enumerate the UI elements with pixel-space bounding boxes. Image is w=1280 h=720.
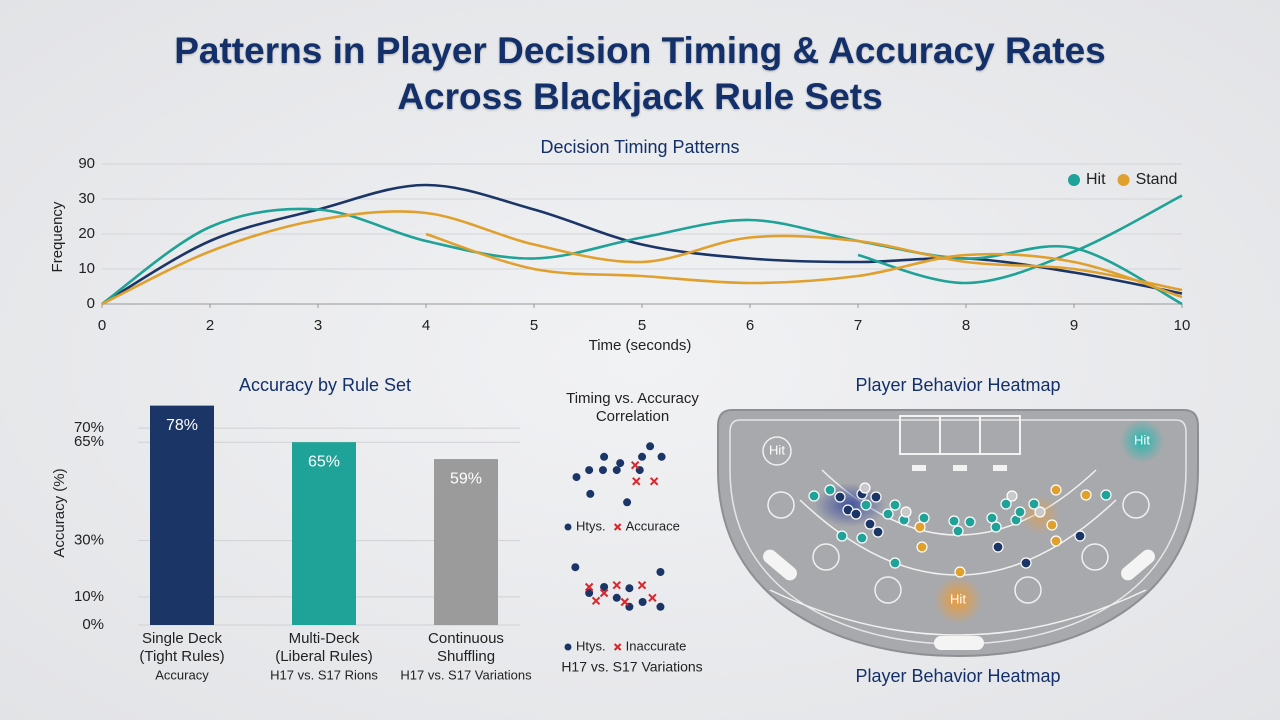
legend-marker: [564, 523, 572, 531]
bar: [434, 459, 498, 625]
heatmap-title: Player Behavior Heatmap: [855, 375, 1060, 395]
y-tick-label: 0: [87, 295, 95, 312]
x-tick-note: H17 vs. S17 Variations: [400, 667, 532, 682]
scatter-point: [584, 582, 594, 592]
blackjack-table: [717, 409, 1199, 658]
y-tick-label: 20: [78, 225, 95, 242]
scatter-point: [612, 580, 621, 590]
line-series: [857, 194, 1183, 285]
x-tick-label: 0: [98, 317, 106, 334]
scatter-point: [599, 588, 609, 598]
y-tick-label: 10%: [74, 588, 104, 605]
x-tick-label: Continuous: [428, 630, 504, 647]
scatter-point: [638, 598, 647, 606]
x-tick-label: Multi-Deck: [289, 630, 360, 647]
y-tick-label: 90: [78, 155, 95, 172]
y-tick-label: 0%: [82, 616, 104, 633]
legend-label: Htys.: [576, 638, 606, 653]
x-tick-label: 9: [1070, 317, 1078, 334]
scatter-point: [612, 466, 621, 475]
scatter-point: [657, 452, 666, 461]
scatter-point: [585, 466, 594, 475]
bar: [150, 405, 214, 625]
scatter-point: [656, 602, 665, 611]
scatter-point: [598, 466, 607, 475]
x-tick-note: Accuracy: [155, 667, 209, 682]
scatter-point: [612, 593, 621, 602]
x-tick-label: Single Deck: [142, 630, 223, 647]
x-axis-label: Time (seconds): [589, 337, 692, 354]
x-tick-label: 2: [206, 317, 214, 334]
heatmap-label: Hit: [769, 442, 785, 457]
x-tick-detail: Shuffling: [437, 648, 495, 665]
scatter-point: [620, 597, 630, 607]
x-tick-label: 3: [314, 317, 322, 334]
legend-marker: [613, 523, 622, 531]
legend-label: Stand: [1136, 171, 1178, 188]
y-tick-label: 70%: [74, 419, 104, 436]
x-tick-label: 6: [746, 317, 754, 334]
x-tick-label: 7: [854, 317, 862, 334]
scatter-point: [646, 442, 655, 451]
scatter-point: [585, 589, 594, 597]
legend-marker: [613, 643, 622, 651]
page-title: Patterns in Player Decision Timing & Acc…: [174, 30, 1106, 117]
scatter-point: [616, 459, 625, 468]
scatter-point: [656, 568, 665, 576]
chart-title: Decision Timing Patterns: [540, 137, 739, 157]
scatter-point: [625, 584, 634, 593]
value-label: 59%: [450, 470, 482, 487]
legend-marker: [564, 643, 572, 651]
y-tick-label: 65%: [74, 433, 104, 450]
value-label: 78%: [166, 417, 198, 434]
x-tick-label: 10: [1174, 317, 1191, 334]
legend-marker: [1117, 174, 1130, 186]
x-tick-detail: (Tight Rules): [139, 648, 224, 665]
line-series: [425, 232, 1183, 299]
scatter-panel: [565, 430, 680, 516]
scatter-point: [600, 452, 609, 461]
legend-label: Htys.: [576, 518, 606, 533]
y-axis-label: Frequency: [49, 201, 66, 272]
scatter-title: Timing vs. Accuracy Correlation: [566, 390, 699, 425]
scatter-point: [648, 593, 657, 603]
legend-label: Accurace: [626, 518, 680, 533]
scatter-point: [591, 596, 601, 606]
x-tick-detail: (Liberal Rules): [275, 648, 373, 665]
y-axis-label: Accuracy (%): [51, 468, 68, 557]
x-tick-note: H17 vs. S17 Rions: [270, 667, 378, 682]
chart-title: Accuracy by Rule Set: [239, 375, 411, 395]
scatter-point: [632, 477, 641, 486]
legend-label: Inaccurate: [626, 638, 687, 653]
scatter-point: [649, 477, 659, 486]
scatter-point: [630, 460, 640, 470]
x-tick-label: 5: [638, 317, 646, 334]
scatter-point: [638, 452, 647, 461]
scatter-point: [571, 563, 580, 572]
value-label: 65%: [308, 453, 340, 470]
x-tick-label: 5: [530, 317, 538, 334]
heatmap-label: Hit: [950, 591, 966, 606]
scatter-point: [586, 489, 595, 498]
line-series: [101, 183, 1183, 306]
x-tick-label: 8: [962, 317, 970, 334]
scatter-point: [572, 473, 581, 482]
y-tick-label: 30: [78, 190, 95, 207]
y-tick-label: 10: [78, 260, 95, 277]
legend-label: Hit: [1086, 171, 1106, 188]
heatmap-caption: Player Behavior Heatmap: [855, 666, 1060, 686]
line-series: [101, 210, 1183, 306]
x-tick-label: 4: [422, 317, 430, 334]
y-tick-label: 30%: [74, 532, 104, 549]
scatter-point: [637, 580, 647, 590]
bar: [292, 442, 356, 625]
legend-marker: [1068, 174, 1080, 186]
scatter-point: [600, 583, 609, 591]
heatmap-label: Hit: [1134, 432, 1150, 447]
scatter-caption: H17 vs. S17 Variations: [561, 659, 702, 675]
scatter-point: [623, 498, 632, 507]
